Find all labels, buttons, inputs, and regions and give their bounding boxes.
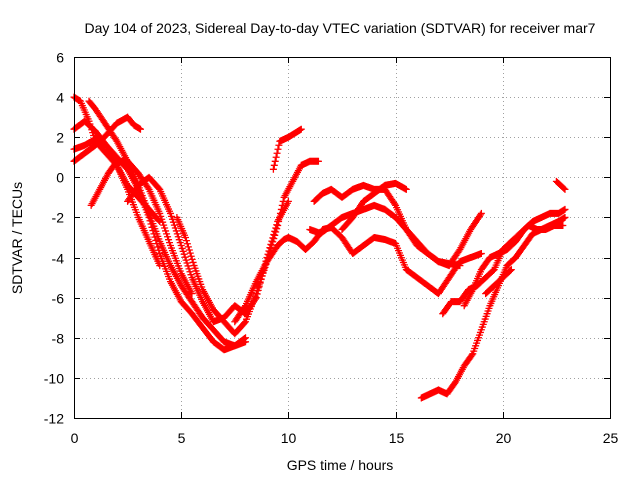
data-point	[560, 184, 568, 192]
data-point	[468, 351, 476, 359]
data-point	[182, 237, 190, 245]
y-tick-label: 6	[56, 50, 64, 66]
series-group	[173, 157, 322, 338]
data-point	[188, 290, 196, 298]
series-group	[87, 157, 196, 298]
data-point	[561, 205, 569, 213]
y-tick-label: -8	[52, 331, 65, 347]
data-point	[242, 334, 250, 342]
data-point	[272, 153, 280, 161]
data-point	[136, 125, 144, 133]
data-point	[183, 240, 191, 248]
data-point	[273, 149, 281, 157]
data-point	[185, 246, 193, 254]
data-point	[561, 213, 569, 221]
data-point	[456, 262, 464, 270]
y-tick-label: -6	[52, 291, 65, 307]
data-point	[477, 209, 485, 217]
x-tick-label: 15	[389, 430, 405, 446]
y-tick-label: 0	[56, 170, 64, 186]
data-point	[561, 185, 569, 193]
data-point	[155, 216, 163, 224]
data-point	[269, 238, 277, 246]
y-tick-label: -4	[52, 251, 65, 267]
x-tick-label: 20	[496, 430, 512, 446]
data-point	[189, 258, 197, 266]
data-point	[559, 221, 567, 229]
data-point	[187, 252, 195, 260]
data-point	[186, 249, 194, 257]
data-point	[276, 213, 284, 221]
data-point	[241, 335, 249, 343]
data-point	[402, 185, 410, 193]
data-point	[507, 266, 515, 274]
data-point	[273, 225, 281, 233]
series-group	[124, 173, 292, 326]
data-point	[270, 161, 278, 169]
series-group	[552, 177, 569, 193]
data-point	[506, 266, 514, 274]
data-point	[297, 125, 305, 133]
y-tick-label: 4	[56, 90, 64, 106]
chart-title: Day 104 of 2023, Sidereal Day-to-day VTE…	[85, 20, 596, 36]
data-point	[268, 241, 276, 249]
data-point	[271, 157, 279, 165]
series-group	[482, 266, 515, 298]
data-point	[270, 235, 278, 243]
y-tick-label: 2	[56, 130, 64, 146]
plot-frame	[74, 57, 611, 419]
data-point	[144, 184, 152, 192]
x-tick-label: 0	[71, 430, 79, 446]
data-point	[477, 250, 485, 258]
data-point	[181, 234, 189, 241]
series-group	[460, 205, 569, 310]
data-point	[276, 209, 284, 217]
data-point	[476, 211, 484, 219]
data-point	[269, 165, 277, 173]
data-point	[274, 221, 282, 229]
data-point	[184, 243, 192, 251]
data-point	[274, 145, 282, 153]
y-tick-label: -12	[44, 411, 64, 427]
data-point	[314, 157, 322, 165]
data-point	[241, 319, 249, 327]
y-tick-label: -10	[44, 371, 64, 387]
series-group	[338, 179, 410, 233]
data-point	[156, 217, 164, 225]
data-point	[277, 205, 285, 213]
series-group	[269, 125, 305, 173]
x-axis-label: GPS time / hours	[287, 457, 394, 473]
data-point	[188, 255, 196, 263]
data-point	[272, 228, 280, 236]
x-tick-label: 5	[178, 430, 186, 446]
data-point	[391, 200, 399, 208]
data-points	[70, 93, 569, 402]
y-axis-label: SDTVAR / TECUs	[9, 182, 25, 294]
y-tick-label: -2	[52, 210, 65, 226]
data-point	[271, 231, 279, 239]
data-point	[275, 141, 283, 149]
data-point	[156, 262, 164, 270]
data-point	[279, 197, 287, 205]
data-point	[241, 303, 249, 311]
x-tick-label: 10	[281, 430, 297, 446]
data-point	[275, 217, 283, 225]
x-tick-label: 25	[603, 430, 619, 446]
data-point	[278, 201, 286, 209]
